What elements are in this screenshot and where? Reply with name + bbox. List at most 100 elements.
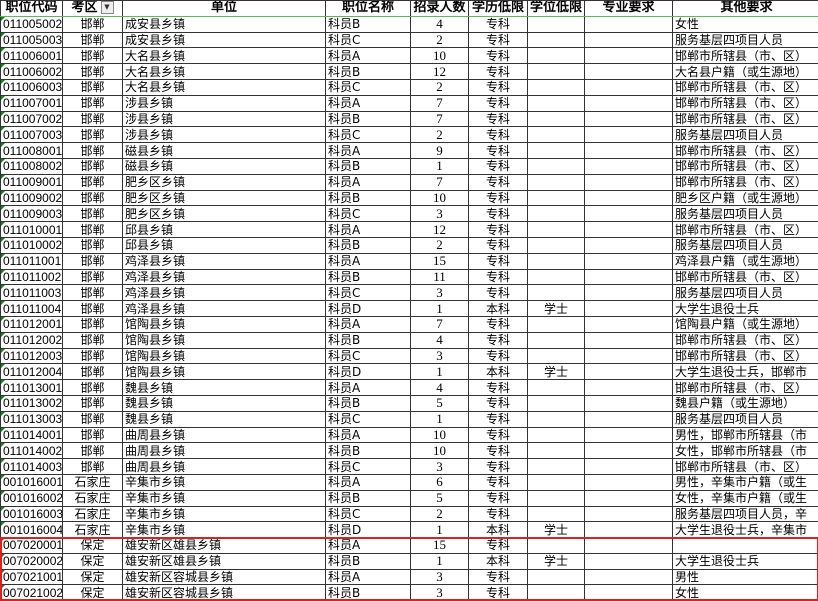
other-requirements-cell[interactable]: 女性 (673, 16, 818, 32)
min-education-cell[interactable]: 专科 (469, 127, 528, 143)
exam-area-cell[interactable]: 邯郸 (63, 443, 123, 459)
other-requirements-cell[interactable]: 肥乡区户籍（或生源地） (673, 190, 818, 206)
major-cell[interactable] (585, 285, 673, 301)
headcount-cell[interactable]: 12 (411, 64, 469, 80)
position-name-cell[interactable]: 科员A (326, 474, 411, 490)
position-code-cell[interactable]: 011009002 (1, 190, 63, 206)
min-education-cell[interactable]: 专科 (469, 490, 528, 506)
position-code-cell[interactable]: 011008002 (1, 158, 63, 174)
exam-area-cell[interactable]: 邯郸 (63, 285, 123, 301)
min-degree-cell[interactable] (528, 269, 585, 285)
min-degree-cell[interactable]: 学士 (528, 364, 585, 380)
position-code-cell[interactable]: 011010002 (1, 237, 63, 253)
other-requirements-cell[interactable]: 服务基层四项目人员，辛 (673, 506, 818, 522)
unit-cell[interactable]: 邱县乡镇 (123, 222, 326, 238)
exam-area-cell[interactable]: 邯郸 (63, 32, 123, 48)
other-requirements-cell[interactable]: 邯郸市所辖县（市、区） (673, 143, 818, 159)
other-requirements-cell[interactable]: 邯郸市所辖县（市、区） (673, 174, 818, 190)
unit-cell[interactable]: 鸡泽县乡镇 (123, 285, 326, 301)
min-education-cell[interactable]: 专科 (469, 427, 528, 443)
unit-cell[interactable]: 雄安新区容城县乡镇 (123, 585, 326, 601)
unit-cell[interactable]: 魏县乡镇 (123, 411, 326, 427)
unit-cell[interactable]: 馆陶县乡镇 (123, 316, 326, 332)
position-name-cell[interactable]: 科员A (326, 380, 411, 396)
min-degree-cell[interactable] (528, 316, 585, 332)
exam-area-cell[interactable]: 邯郸 (63, 269, 123, 285)
position-code-cell[interactable]: 001016001 (1, 474, 63, 490)
position-name-cell[interactable]: 科员B (326, 585, 411, 601)
headcount-cell[interactable]: 15 (411, 538, 469, 554)
major-cell[interactable] (585, 585, 673, 601)
min-education-cell[interactable]: 专科 (469, 538, 528, 554)
position-code-cell[interactable]: 011011004 (1, 301, 63, 317)
position-code-cell[interactable]: 011005003 (1, 32, 63, 48)
other-requirements-cell[interactable]: 邯郸市所辖县（市、区） (673, 459, 818, 475)
unit-cell[interactable]: 肥乡区乡镇 (123, 174, 326, 190)
position-name-cell[interactable]: 科员C (326, 127, 411, 143)
headcount-cell[interactable]: 7 (411, 95, 469, 111)
position-name-cell[interactable]: 科员A (326, 48, 411, 64)
position-name-cell[interactable]: 科员B (326, 490, 411, 506)
position-name-cell[interactable]: 科员A (326, 538, 411, 554)
min-education-cell[interactable]: 专科 (469, 222, 528, 238)
min-education-cell[interactable]: 专科 (469, 380, 528, 396)
min-education-cell[interactable]: 本科 (469, 553, 528, 569)
exam-area-cell[interactable]: 邯郸 (63, 48, 123, 64)
position-code-cell[interactable]: 007021002 (1, 585, 63, 601)
position-code-cell[interactable]: 011012004 (1, 364, 63, 380)
position-name-cell[interactable]: 科员B (326, 111, 411, 127)
min-degree-cell[interactable]: 学士 (528, 522, 585, 538)
other-requirements-cell[interactable]: 邯郸市所辖县（市、区） (673, 79, 818, 95)
unit-cell[interactable]: 曲周县乡镇 (123, 459, 326, 475)
position-code-cell[interactable]: 001016004 (1, 522, 63, 538)
min-degree-cell[interactable] (528, 222, 585, 238)
other-requirements-cell[interactable]: 服务基层四项目人员 (673, 32, 818, 48)
exam-area-cell[interactable]: 邯郸 (63, 158, 123, 174)
position-code-cell[interactable]: 011014002 (1, 443, 63, 459)
position-name-cell[interactable]: 科员A (326, 143, 411, 159)
min-degree-cell[interactable] (528, 332, 585, 348)
unit-cell[interactable]: 辛集市乡镇 (123, 522, 326, 538)
min-degree-cell[interactable] (528, 253, 585, 269)
other-requirements-cell[interactable]: 鸡泽县户籍（或生源地） (673, 253, 818, 269)
other-requirements-cell[interactable]: 大学生退役士兵，邯郸市 (673, 364, 818, 380)
exam-area-cell[interactable]: 邯郸 (63, 64, 123, 80)
min-education-cell[interactable]: 本科 (469, 522, 528, 538)
headcount-cell[interactable]: 6 (411, 474, 469, 490)
min-degree-cell[interactable] (528, 190, 585, 206)
other-requirements-cell[interactable]: 邯郸市所辖县（市、区） (673, 348, 818, 364)
position-code-cell[interactable]: 011009001 (1, 174, 63, 190)
min-education-cell[interactable]: 专科 (469, 143, 528, 159)
min-degree-cell[interactable] (528, 158, 585, 174)
other-requirements-cell[interactable]: 服务基层四项目人员 (673, 127, 818, 143)
headcount-cell[interactable]: 7 (411, 111, 469, 127)
exam-area-cell[interactable]: 石家庄 (63, 522, 123, 538)
position-name-cell[interactable]: 科员B (326, 395, 411, 411)
major-cell[interactable] (585, 16, 673, 32)
unit-cell[interactable]: 涉县乡镇 (123, 127, 326, 143)
unit-cell[interactable]: 磁县乡镇 (123, 158, 326, 174)
min-education-cell[interactable]: 专科 (469, 459, 528, 475)
headcount-cell[interactable]: 3 (411, 459, 469, 475)
headcount-cell[interactable]: 7 (411, 174, 469, 190)
min-education-cell[interactable]: 专科 (469, 285, 528, 301)
major-cell[interactable] (585, 316, 673, 332)
position-code-cell[interactable]: 011013003 (1, 411, 63, 427)
headcount-cell[interactable]: 7 (411, 316, 469, 332)
min-degree-cell[interactable] (528, 538, 585, 554)
unit-cell[interactable]: 涉县乡镇 (123, 95, 326, 111)
position-code-cell[interactable]: 011007002 (1, 111, 63, 127)
other-requirements-cell[interactable]: 男性 (673, 569, 818, 585)
other-requirements-cell[interactable]: 女性，辛集市户籍（或生 (673, 490, 818, 506)
headcount-cell[interactable]: 4 (411, 332, 469, 348)
exam-area-cell[interactable]: 邯郸 (63, 174, 123, 190)
unit-cell[interactable]: 大名县乡镇 (123, 48, 326, 64)
unit-cell[interactable]: 馆陶县乡镇 (123, 348, 326, 364)
position-code-cell[interactable]: 011011001 (1, 253, 63, 269)
major-cell[interactable] (585, 190, 673, 206)
headcount-cell[interactable]: 2 (411, 127, 469, 143)
position-code-cell[interactable]: 011012003 (1, 348, 63, 364)
position-code-cell[interactable]: 011008001 (1, 143, 63, 159)
header-min-degree[interactable]: 学位低限 (528, 1, 585, 17)
major-cell[interactable] (585, 95, 673, 111)
